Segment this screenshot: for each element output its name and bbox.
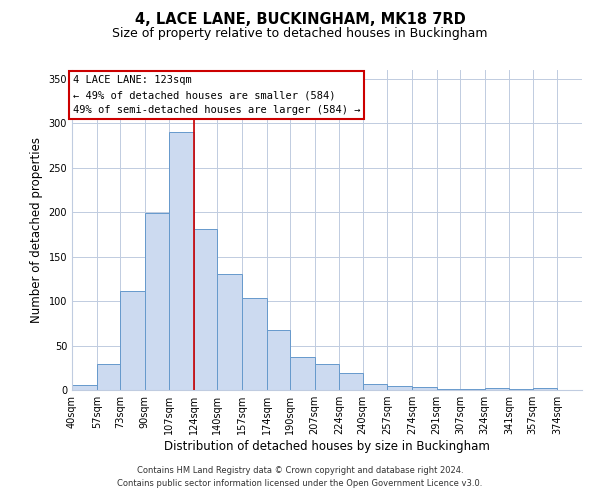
X-axis label: Distribution of detached houses by size in Buckingham: Distribution of detached houses by size …: [164, 440, 490, 453]
Bar: [387, 386, 412, 390]
Bar: [72, 384, 97, 390]
Text: 4, LACE LANE, BUCKINGHAM, MK18 7RD: 4, LACE LANE, BUCKINGHAM, MK18 7RD: [134, 12, 466, 28]
Bar: [460, 389, 485, 390]
Bar: [169, 132, 194, 390]
Bar: [194, 229, 217, 390]
Bar: [242, 298, 267, 390]
Bar: [533, 388, 557, 390]
Bar: [217, 274, 242, 390]
Bar: [290, 357, 314, 390]
Bar: [509, 389, 533, 390]
Bar: [362, 384, 387, 390]
Bar: [97, 364, 120, 390]
Bar: [145, 213, 169, 390]
Bar: [267, 330, 290, 390]
Bar: [314, 364, 340, 390]
Bar: [412, 388, 437, 390]
Bar: [437, 389, 460, 390]
Y-axis label: Number of detached properties: Number of detached properties: [30, 137, 43, 323]
Text: Size of property relative to detached houses in Buckingham: Size of property relative to detached ho…: [112, 28, 488, 40]
Bar: [120, 292, 145, 390]
Bar: [340, 373, 362, 390]
Text: 4 LACE LANE: 123sqm
← 49% of detached houses are smaller (584)
49% of semi-detac: 4 LACE LANE: 123sqm ← 49% of detached ho…: [73, 76, 360, 115]
Text: Contains HM Land Registry data © Crown copyright and database right 2024.
Contai: Contains HM Land Registry data © Crown c…: [118, 466, 482, 487]
Bar: [485, 388, 509, 390]
